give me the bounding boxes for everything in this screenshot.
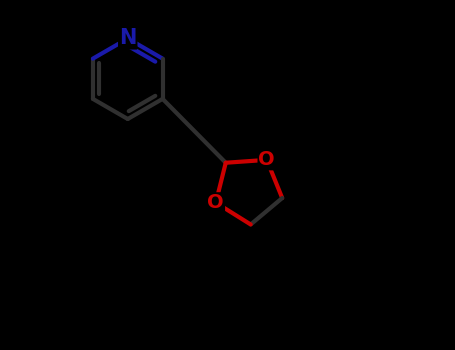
Text: N: N [119, 28, 136, 49]
Text: O: O [207, 193, 224, 212]
Text: O: O [258, 150, 275, 169]
